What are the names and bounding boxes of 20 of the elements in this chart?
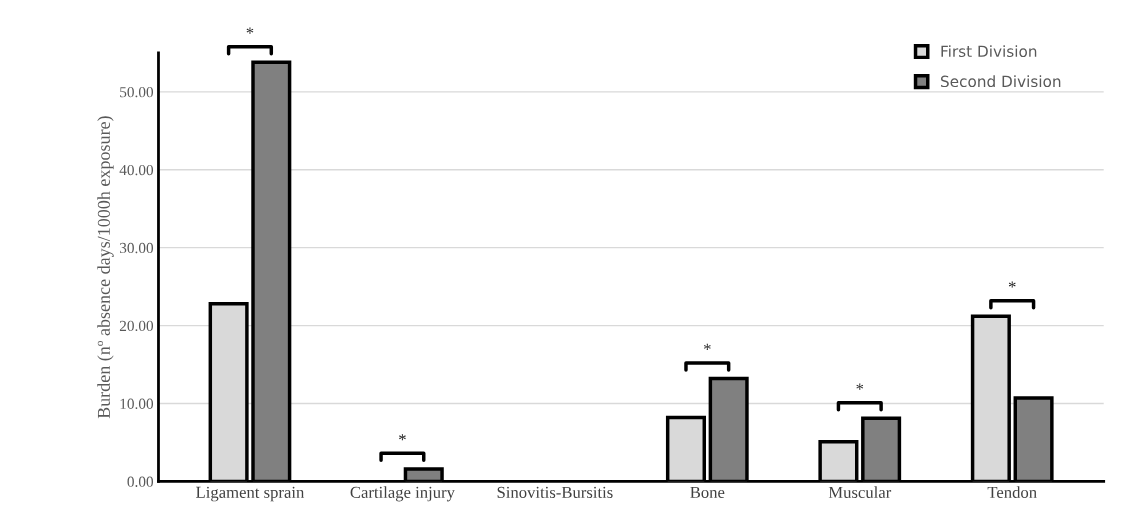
x-tick-label: Sinovitis-Bursitis (497, 486, 613, 498)
y-tick-label: 40.00 (119, 164, 154, 176)
annotation: * (399, 434, 406, 441)
x-tick-label: Bone (690, 486, 725, 498)
annotation: * (246, 27, 254, 34)
y-axis-title: Burden (nº absence days/1000h exposure) (97, 116, 114, 419)
y-tick-label: 50.00 (120, 86, 154, 98)
y-tick-label: 30.00 (119, 242, 154, 254)
y-tick-label: 0.00 (127, 476, 154, 487)
x-tick-label: Cartilage injury (350, 486, 455, 502)
annotation: * (703, 343, 711, 350)
legend-label: Second Division (940, 75, 1061, 88)
legend-label: First Division (941, 45, 1037, 58)
y-tick-label: 10.00 (120, 398, 154, 409)
y-tick-label: 20.00 (119, 320, 154, 332)
annotation: * (856, 383, 864, 390)
annotation: * (1008, 281, 1016, 288)
x-tick-label: Ligament sprain (196, 486, 305, 502)
x-tick-label: Muscular (828, 486, 892, 498)
x-tick-label: Tendon (987, 486, 1037, 498)
